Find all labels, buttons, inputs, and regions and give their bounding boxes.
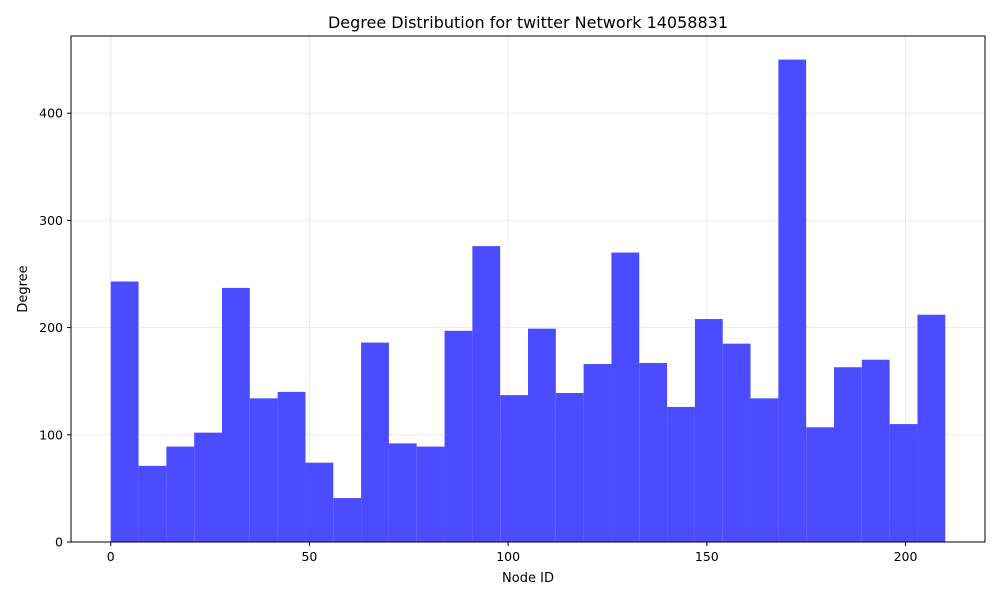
histogram-bar (110, 281, 139, 542)
histogram-bar (138, 465, 167, 542)
y-tick-label: 300 (39, 213, 63, 228)
y-axis-ticks: 0 100 200 300 400 (39, 106, 71, 550)
histogram-bar (889, 424, 918, 542)
histogram-bar (472, 246, 501, 542)
x-axis-ticks: 0 50 100 150 200 (107, 542, 918, 564)
histogram-bar (583, 364, 612, 542)
histogram-bar (667, 406, 695, 542)
histogram-bar (500, 395, 528, 542)
histogram-bar (249, 398, 278, 542)
histogram-bar (861, 359, 890, 542)
histogram-bar (611, 252, 640, 542)
bars (110, 59, 946, 542)
y-tick-label: 200 (39, 320, 63, 335)
histogram-bar (416, 446, 445, 542)
y-tick-label: 400 (39, 106, 63, 121)
chart-title: Degree Distribution for twitter Network … (328, 13, 728, 32)
y-axis-label: Degree (16, 265, 31, 312)
histogram-bar (917, 314, 946, 542)
x-tick-label: 0 (107, 549, 115, 564)
x-tick-label: 200 (894, 549, 918, 564)
histogram-bar (528, 328, 556, 542)
histogram-bar (444, 330, 473, 542)
histogram-bar (333, 498, 362, 542)
x-tick-label: 150 (695, 549, 719, 564)
histogram-bar (722, 343, 751, 542)
histogram-bar (778, 59, 807, 542)
y-tick-label: 100 (39, 427, 63, 442)
histogram-bar (555, 392, 584, 542)
histogram-bar (277, 391, 306, 542)
x-tick-label: 50 (301, 549, 317, 564)
histogram-bar (806, 427, 834, 542)
histogram-bar (833, 367, 862, 542)
histogram-bar (194, 432, 223, 542)
histogram-bar (750, 398, 779, 542)
plot-frame (70, 35, 986, 543)
histogram-bar (361, 342, 389, 542)
histogram-bar (305, 462, 334, 542)
histogram-bar (166, 446, 195, 542)
x-axis-label: Node ID (502, 571, 554, 586)
histogram-bar (694, 319, 723, 542)
histogram-bar (222, 287, 250, 542)
x-tick-label: 100 (496, 549, 520, 564)
histogram-bar (388, 443, 417, 542)
y-tick-label: 0 (55, 535, 63, 550)
histogram-bar (639, 362, 668, 542)
